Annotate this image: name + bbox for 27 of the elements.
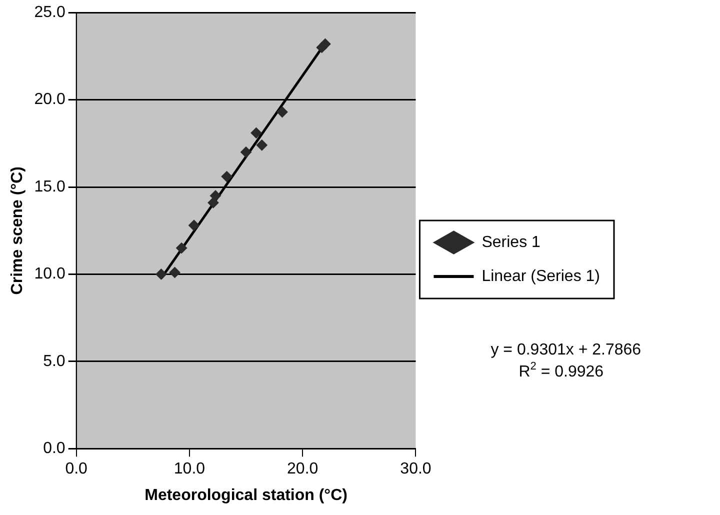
point (221, 171, 232, 182)
x-tick-label: 10.0 (174, 460, 206, 478)
point (276, 106, 288, 118)
point (176, 242, 188, 254)
text: y = 0.9301x + 2.7866 (490, 342, 642, 358)
x-tick-label: 0.0 (65, 460, 88, 478)
point (188, 220, 200, 231)
point (210, 190, 221, 202)
y-tick-label: 5.0 (43, 352, 66, 370)
legend-label: Linear (Series 1) (482, 268, 600, 285)
y-tick-label: 25.0 (34, 4, 66, 22)
point (156, 268, 167, 280)
point (169, 266, 180, 278)
y-tick-label: 20.0 (34, 91, 66, 108)
x-axis-title: Meteorological station (°C) (144, 486, 348, 504)
point (320, 38, 331, 50)
y-tick-label: 0.0 (43, 440, 66, 458)
point (208, 197, 219, 208)
legend-label: Series 1 (482, 234, 541, 251)
y-tick-label: 15.0 (34, 178, 66, 196)
y-tick-label: 10.0 (34, 266, 66, 283)
point (250, 127, 262, 138)
x-tick-label: 30.0 (400, 460, 432, 478)
point (240, 146, 252, 158)
point (256, 140, 268, 151)
x-tick-label: 20.0 (287, 460, 318, 478)
y-axis-title: Crime scene (°C) (9, 166, 26, 295)
